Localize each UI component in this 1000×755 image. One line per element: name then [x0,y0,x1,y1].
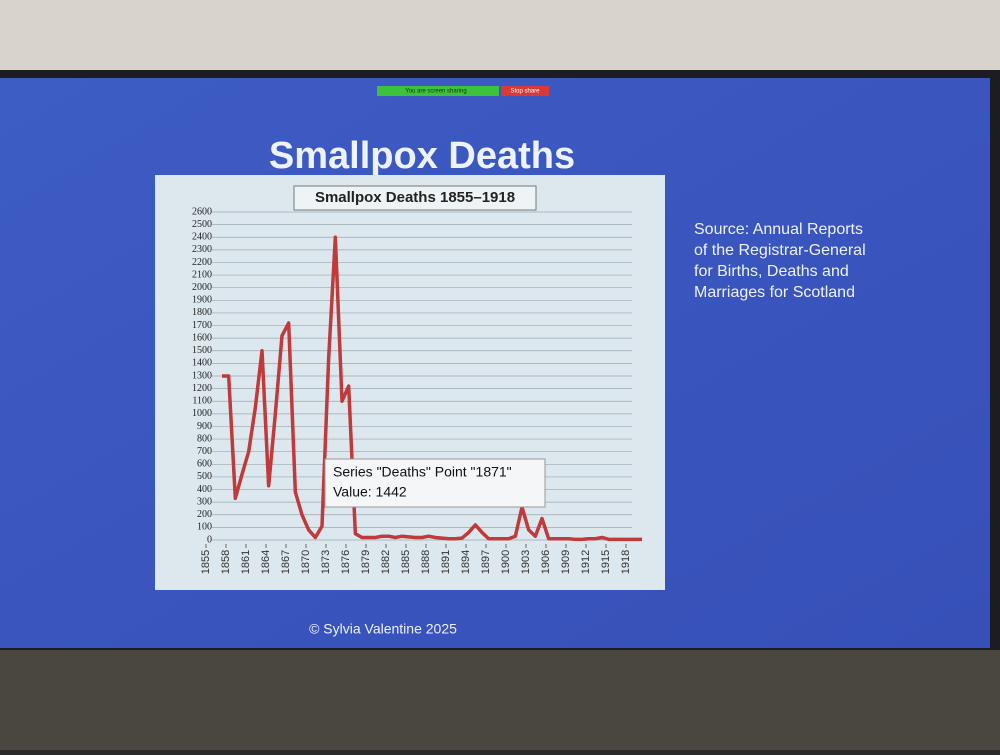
x-tick-label: 1873 [320,550,332,574]
x-tick-label: 1906 [540,550,552,574]
x-tick-label: 1876 [340,550,352,574]
y-tick-label: 600 [197,459,212,470]
y-tick-label: 1500 [192,345,212,356]
wall [0,650,1000,750]
x-tick-label: 1909 [560,550,572,574]
source: Source: Annual Reports of the Registrar-G… [694,221,866,301]
y-tick-label: 1600 [192,332,212,343]
y-tick-label: 300 [197,496,212,507]
x-tick-label: 1888 [420,550,432,574]
x-tick-label: 1885 [400,550,412,574]
y-tick-label: 1900 [192,295,212,306]
sharing-bar [377,86,499,96]
x-tick-label: 1861 [240,550,252,574]
y-tick-label: 1300 [192,370,212,381]
x-tick-label: 1897 [480,550,492,574]
source-line: Source: Annual Reports [694,221,863,238]
y-tick-label: 2300 [192,244,212,255]
x-tick-label: 1879 [360,550,372,574]
y-tick-label: 900 [197,421,212,432]
x-tick-label: 1882 [380,550,392,574]
y-tick-label: 200 [197,509,212,520]
x-tick-label: 1870 [300,550,312,574]
chart-title-box [293,185,537,211]
x-tick-label: 1867 [280,550,292,574]
y-tick-label: 2400 [192,232,212,243]
y-tick-label: 1100 [192,396,212,407]
tooltip-line: Value: 1442 [333,484,407,500]
stop-button[interactable] [501,86,549,96]
y-tick-label: 100 [197,522,212,533]
y-tick-label: 700 [197,446,212,457]
line [222,235,642,542]
sharing-text: You are screen sharing [405,89,467,95]
stop-text[interactable]: Stop share [510,89,540,95]
y-tick-label: 1200 [192,383,212,394]
tooltip-line: Series "Deaths" Point "1871" [333,464,512,480]
y-tick-label: 2100 [192,269,212,280]
y-tick-label: 0 [207,534,212,545]
ceiling [0,0,1000,70]
tooltip [324,458,546,508]
slide-title: Smallpox Deaths [269,135,575,177]
x-tick-label: 1858 [220,550,232,574]
chart-panel [155,175,665,590]
x-tick-label: 1855 [200,550,212,574]
y-tick-label: 400 [197,484,212,495]
x-tick-label: 1918 [620,550,632,574]
source-line: for Births, Deaths and [694,263,849,280]
y-tick-label: 2500 [192,219,212,230]
x-tick-label: 1894 [460,550,472,574]
y-tick-label: 2000 [192,282,212,293]
y-tick-label: 800 [197,433,212,444]
x-tick-label: 1864 [260,550,272,574]
x-tick-label: 1891 [440,550,452,574]
y-tick-label: 2200 [192,257,212,268]
copyright: © Sylvia Valentine 2025 [309,621,457,637]
y-tick-label: 2600 [192,206,212,217]
y-tick-label: 1000 [192,408,212,419]
y-tick-label: 1700 [192,320,212,331]
y-tick-label: 1400 [192,358,212,369]
x-tick-label: 1900 [500,550,512,574]
x-tick-label: 1915 [600,550,612,574]
source-line: of the Registrar-General [694,242,866,259]
x-tick-label: 1903 [520,550,532,574]
chart-title: Smallpox Deaths 1855–1918 [315,189,515,206]
x-tick-label: 1912 [580,550,592,574]
y-tick-label: 1800 [192,307,212,318]
y-tick-label: 500 [197,471,212,482]
source-line: Marriages for Scotland [694,284,855,301]
